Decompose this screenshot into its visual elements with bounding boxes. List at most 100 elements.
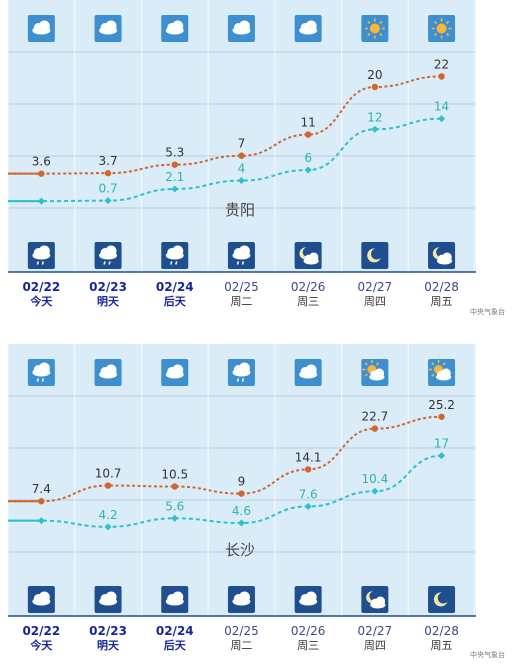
high-temperature-point [371,425,379,432]
low-temperature-point [237,177,245,185]
night-weather-rain-icon [94,242,122,269]
date-label: 02/28 [424,280,459,294]
low-temperature-label: 2.1 [165,170,184,184]
high-temperature-label: 20 [367,68,382,82]
date-label: 02/26 [291,280,326,294]
high-temperature-point [171,161,178,168]
date-label: 02/24 [156,280,194,294]
low-temperature-label: 17 [434,437,449,451]
low-temperature-point [438,115,446,123]
city-name: 贵阳 [225,201,255,219]
city-name: 长沙 [225,541,255,559]
weekday-label: 周三 [297,639,319,652]
high-temperature-point [104,482,112,489]
weekday-label: 明天 [97,639,120,652]
night-weather-rain-icon [161,242,189,269]
night-weather-cloud-icon [94,586,122,613]
high-temperature-label: 9 [238,475,246,489]
date-label: 02/28 [424,624,459,638]
date-label: 02/25 [224,624,259,638]
high-temperature-label: 10.5 [161,468,188,482]
high-temperature-point [438,413,445,420]
low-temperature-label: 7.6 [299,487,318,501]
day-weather-sun-cloud-icon [361,359,389,386]
date-label: 02/22 [22,280,60,294]
weekday-label: 周二 [230,639,252,652]
high-temperature-label: 7 [238,137,246,151]
high-temperature-label: 10.7 [95,467,122,481]
low-temperature-point [371,125,379,133]
chart-background-overlay [8,0,476,272]
high-temperature-point [104,169,112,177]
day-weather-cloud-icon [161,15,189,42]
night-weather-moon-cloud-icon [294,242,322,269]
high-temperature-label: 14.1 [295,450,322,464]
weekday-label: 今天 [29,294,53,308]
high-temperature-label: 7.4 [32,482,51,496]
night-weather-moon-cloud-icon [361,586,389,613]
night-weather-cloud-icon [27,586,55,613]
high-temperature-point [371,83,379,91]
high-temperature-point [238,490,245,497]
date-label: 02/23 [89,624,127,638]
low-temperature-label: 10.4 [361,472,388,486]
low-temperature-line [7,117,442,203]
day-weather-rain-icon [227,359,255,386]
day-weather-sun-icon [428,15,456,42]
low-temperature-point [104,197,112,205]
credit-text-changsha: 中央气象台 [470,651,505,659]
low-temperature-label: 0.7 [99,182,118,196]
low-temperature-point [304,166,312,174]
day-weather-cloud-icon [294,15,322,42]
high-temperature-label: 3.7 [99,154,118,168]
night-weather-cloud-icon [227,586,255,613]
date-label: 02/23 [89,280,127,294]
weekday-label: 周二 [230,295,252,308]
high-temperature-line [7,75,442,175]
weekday-label: 周四 [364,639,386,652]
high-temperature-point [171,483,178,490]
high-temperature-line [8,415,442,503]
changsha-forecast-chart: 7.4 10.7 10.5 9 14.1 22.7 25.2 4.2 5.6 4.6 7.6 10.4… [7,344,476,652]
weekday-label: 今天 [29,638,53,652]
day-weather-cloud-icon [94,15,122,42]
low-temperature-label: 4.2 [99,508,118,522]
night-weather-rain-icon [27,242,55,269]
weekday-label: 周四 [364,295,386,308]
weekday-label: 周五 [431,639,453,652]
low-temperature-point [371,487,379,495]
guiyang-forecast-panel: 3.6 3.7 5.3 7 11 20 22 0.7 2.1 4 6 12 14 贵阳 02/22 今天 02/… [0,0,476,318]
low-temperature-point [171,185,179,193]
date-label: 02/25 [224,280,259,294]
date-label: 02/22 [22,624,60,638]
night-weather-cloud-icon [161,586,189,613]
high-temperature-label: 22.7 [361,410,388,424]
date-label: 02/27 [358,280,393,294]
night-weather-moon-icon [428,586,456,613]
date-label: 02/27 [358,624,393,638]
day-weather-cloud-icon [294,359,322,386]
low-temperature-label: 6 [304,151,312,165]
high-temperature-label: 5.3 [165,146,184,160]
weekday-label: 明天 [97,295,120,308]
low-temperature-point [304,502,312,510]
low-temperature-label: 4 [238,162,246,176]
high-temperature-point [438,73,445,80]
high-temperature-point [304,466,312,473]
night-weather-moon-cloud-icon [428,242,456,269]
low-temperature-label: 5.6 [165,499,184,513]
chart-background-overlay [8,344,476,616]
low-temperature-label: 4.6 [232,504,251,518]
weekday-label: 周三 [297,295,319,308]
high-temperature-point [304,131,312,138]
credit-text-guiyang: 中央气象台 [470,308,505,316]
day-weather-cloud-icon [161,359,189,386]
low-temperature-point [237,519,245,527]
high-temperature-point [38,170,45,177]
day-weather-sun-cloud-icon [428,359,456,386]
changsha-forecast-panel: 7.4 10.7 10.5 9 14.1 22.7 25.2 4.2 5.6 4.6 7.6 10.4… [0,344,476,662]
day-weather-rain-icon [27,359,55,386]
low-temperature-point [438,452,446,460]
day-weather-cloud-icon [94,359,122,386]
